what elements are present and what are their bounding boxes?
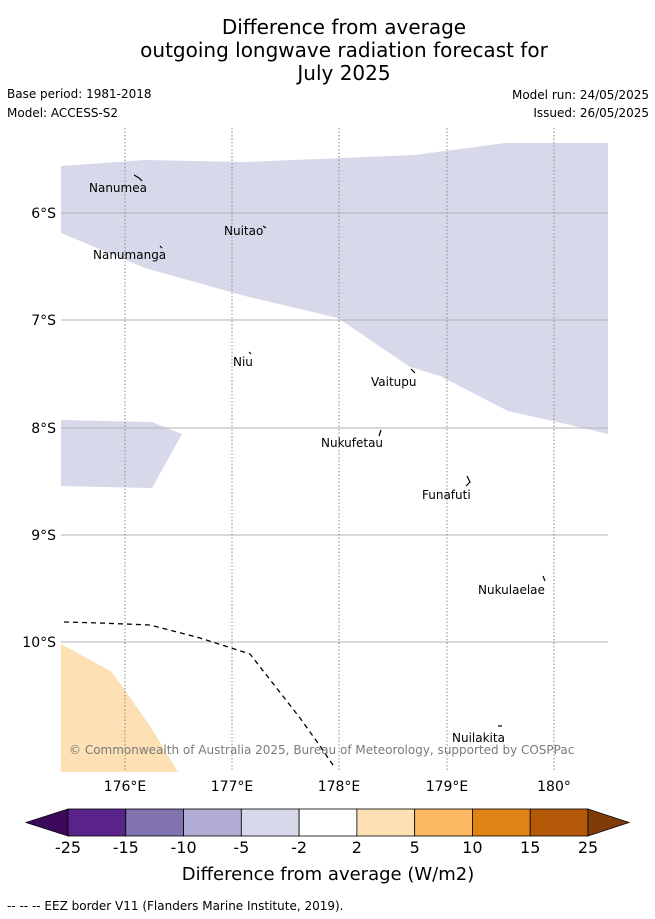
base-period: Base period: 1981-2018 xyxy=(7,87,152,101)
colorbar-label: Difference from average (W/m2) xyxy=(182,864,474,885)
vaitupu-island xyxy=(410,368,416,374)
title-line-3: July 2025 xyxy=(297,61,391,85)
nanumea-island xyxy=(133,174,143,182)
colorbar-tick-label: 25 xyxy=(578,838,598,857)
lon-label-180: 180° xyxy=(537,779,571,795)
place-labels: Nanumea Nuitao Nanumanga Niu Vaitupu Nuk… xyxy=(89,181,545,745)
place-label-nukulaelae: Nukulaelae xyxy=(478,583,545,597)
negative-anomaly-region-north xyxy=(61,143,608,434)
nukulaelae-island xyxy=(542,575,546,582)
place-label-vaitupu: Vaitupu xyxy=(371,375,417,389)
colorbar-segment xyxy=(414,808,473,837)
lon-label-178e: 178°E xyxy=(318,779,361,795)
title-line-2: outgoing longwave radiation forecast for xyxy=(140,38,548,62)
lon-label-179e: 179°E xyxy=(426,779,469,795)
colorbar-tick-labels: -25 -15 -10 -5 -2 2 5 10 15 25 xyxy=(55,838,598,857)
niu-island xyxy=(248,351,252,355)
colorbar-tick-label: -15 xyxy=(113,838,139,857)
nukufetau-island xyxy=(378,429,382,437)
colorbar-tick-label: 15 xyxy=(520,838,540,857)
latitude-gridlines xyxy=(61,212,608,643)
colorbar-tick-label: -25 xyxy=(55,838,81,857)
place-label-niu: Niu xyxy=(233,355,253,369)
lat-label-6s: 6°S xyxy=(31,206,56,222)
colorbar xyxy=(24,808,631,837)
map-panel xyxy=(61,128,608,772)
colorbar-segment xyxy=(529,808,589,837)
title-line-1: Difference from average xyxy=(221,15,467,39)
model-name: Model: ACCESS-S2 xyxy=(7,106,119,120)
colorbar-tick-label: -10 xyxy=(170,838,196,857)
map-title: Difference from average outgoing longwav… xyxy=(0,16,655,85)
lat-label-7s: 7°S xyxy=(31,313,56,329)
colorbar-segment xyxy=(298,808,358,837)
model-run-date: Model run: 24/05/2025 xyxy=(511,88,649,102)
nuitao-island xyxy=(262,225,267,229)
place-label-nuilakita: Nuilakita xyxy=(452,731,505,745)
colorbar-tick-label: -2 xyxy=(291,838,307,857)
place-label-nukufetau: Nukufetau xyxy=(321,436,383,450)
colorbar-segment xyxy=(183,808,242,837)
colorbar-segment xyxy=(356,808,416,837)
colorbar-extension-high xyxy=(587,808,631,837)
colorbar-segment xyxy=(125,808,184,837)
colorbar-extension-low xyxy=(24,808,69,837)
lat-label-9s: 9°S xyxy=(31,528,56,544)
colorbar-tick-label: 10 xyxy=(462,838,482,857)
place-label-nanumanga: Nanumanga xyxy=(93,248,166,262)
eez-border-line xyxy=(63,621,336,769)
positive-anomaly-region-southwest xyxy=(61,644,178,772)
issued-date: Issued: 26/05/2025 xyxy=(533,106,649,120)
place-label-funafuti: Funafuti xyxy=(422,488,471,502)
longitude-axis-labels: 176°E 177°E 178°E 179°E 180° xyxy=(104,779,571,795)
colorbar-tick-label: 5 xyxy=(410,838,420,857)
colorbar-tick-label: 2 xyxy=(352,838,362,857)
copyright-text: © Commonwealth of Australia 2025, Bureau… xyxy=(69,743,574,757)
island-outlines xyxy=(133,174,546,727)
lon-label-176e: 176°E xyxy=(104,779,147,795)
negative-anomaly-region-west xyxy=(61,420,182,488)
lat-label-8s: 8°S xyxy=(31,421,56,437)
colorbar-segment xyxy=(472,808,531,837)
place-label-nanumea: Nanumea xyxy=(89,181,147,195)
longitude-gridlines xyxy=(124,128,555,772)
lon-label-177e: 177°E xyxy=(211,779,254,795)
eez-border-legend: -- -- -- EEZ border V11 (Flanders Marine… xyxy=(7,899,344,913)
colorbar-tick-label: -5 xyxy=(233,838,249,857)
colorbar-segment xyxy=(240,808,300,837)
place-label-nuitao: Nuitao xyxy=(224,224,263,238)
nanumanga-island xyxy=(159,245,163,249)
colorbar-segment xyxy=(67,808,127,837)
lat-label-10s: 10°S xyxy=(22,635,56,651)
funafuti-island xyxy=(465,475,471,487)
latitude-axis-labels: 6°S 7°S 8°S 9°S 10°S xyxy=(22,206,56,651)
